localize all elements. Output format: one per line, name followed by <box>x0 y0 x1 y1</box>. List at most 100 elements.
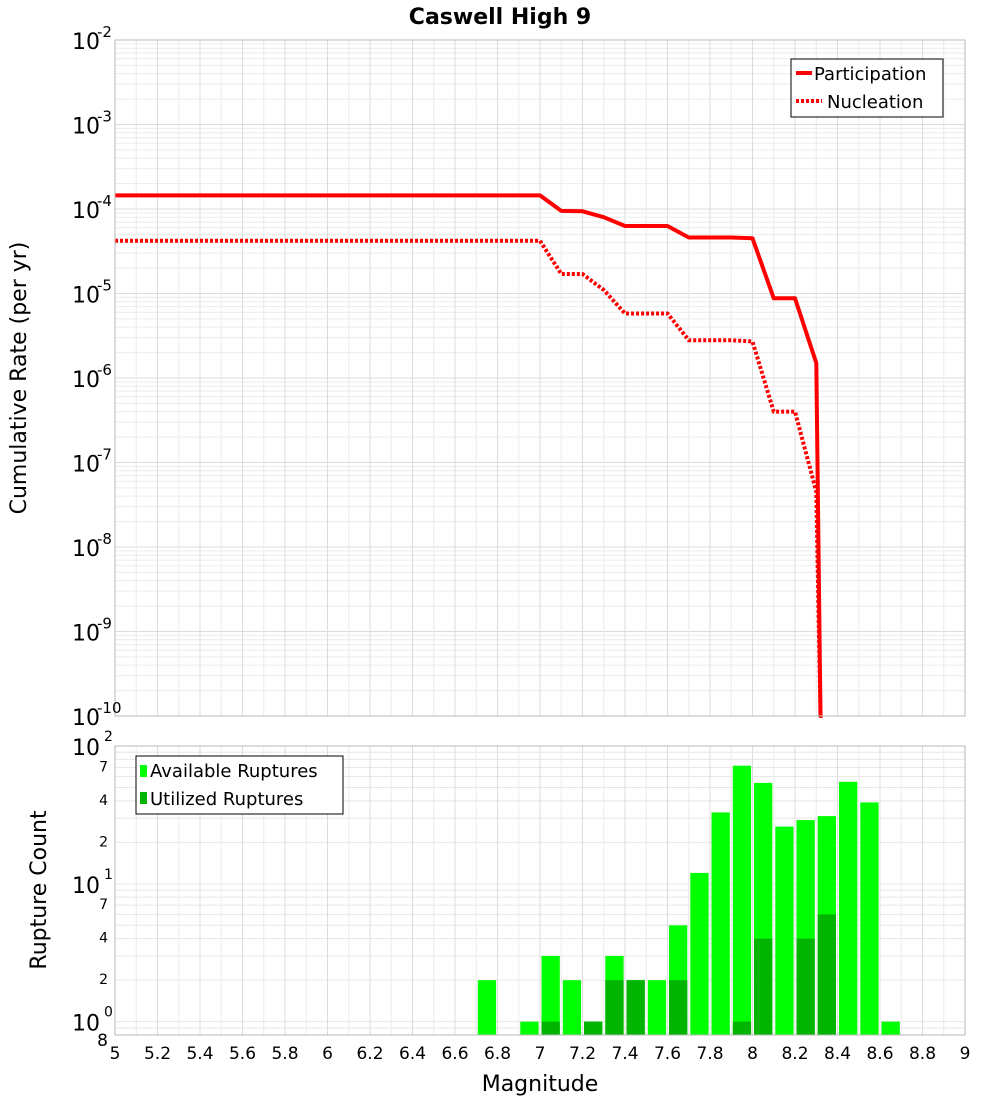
top-series <box>115 193 823 718</box>
x-tick-label: 8.8 <box>909 1044 936 1064</box>
bottom-legend: Available Ruptures Utilized Ruptures <box>135 755 344 815</box>
top-y-tick-label: 10-6 <box>72 361 112 393</box>
bar-available-ruptures <box>839 781 858 1035</box>
x-tick-label: 6 <box>322 1044 333 1064</box>
y-tick-exponent: -8 <box>97 530 112 548</box>
y-tick-base: 10 <box>72 115 100 140</box>
y-tick-base: 10 <box>72 736 100 761</box>
x-tick-label: 8 <box>747 1044 758 1064</box>
x-tick-label: 8.6 <box>866 1044 893 1064</box>
series-line-nucleation <box>115 238 823 718</box>
y-tick-base: 10 <box>72 537 100 562</box>
x-tick-label: 7.6 <box>654 1044 681 1064</box>
y-tick-base: 10 <box>72 453 100 478</box>
bottom-legend-box <box>135 755 344 815</box>
legend-utilized-label: Utilized Ruptures <box>150 789 303 810</box>
legend-available-label: Available Ruptures <box>150 761 318 782</box>
x-tick-label: 5.6 <box>229 1044 256 1064</box>
x-tick-label: 6.4 <box>399 1044 426 1064</box>
x-tick-label: 7.8 <box>696 1044 723 1064</box>
bar-utilized-ruptures <box>626 980 645 1035</box>
bar-utilized-ruptures <box>796 938 815 1035</box>
top-grid <box>114 40 966 717</box>
y-tick-exponent: 2 <box>104 729 113 745</box>
bottom-y-minor-tick: 7 <box>99 759 108 775</box>
bottom-y-tick-label: 10 0 <box>72 1005 113 1037</box>
x-tick-label: 7 <box>535 1044 546 1064</box>
top-plot-frame <box>114 39 966 717</box>
x-tick-label: 8.2 <box>781 1044 808 1064</box>
series-line-participation <box>115 193 823 718</box>
x-tick-label: 9 <box>960 1044 971 1064</box>
y-tick-exponent: -4 <box>97 192 112 210</box>
bar-available-ruptures <box>881 1021 900 1035</box>
bar-utilized-ruptures <box>584 1021 603 1035</box>
top-y-tick-label: 10-9 <box>72 615 112 647</box>
y-tick-base: 10 <box>72 368 100 393</box>
x-ticks: 5 5.2 5.4 5.6 5.8 6 6.2 6.4 6.6 6.8 7 7.2 7.4 7.6 7.8 8… <box>110 1044 971 1064</box>
x-tick-label: 5.8 <box>271 1044 298 1064</box>
x-tick-label: 6.6 <box>441 1044 468 1064</box>
bottom-y-minor-tick: 8 <box>97 1031 108 1051</box>
bottom-plot-frame <box>114 745 966 1036</box>
bottom-y-minor-tick: 2 <box>99 972 108 988</box>
bar-available-ruptures <box>860 802 879 1035</box>
bar-available-ruptures <box>775 826 794 1035</box>
top-y-ticks: 10-210-310-410-510-610-710-810-910-10 <box>72 23 122 731</box>
top-y-tick-label: 10-4 <box>72 192 112 224</box>
x-axis-label: Magnitude <box>482 1072 599 1097</box>
bottom-y-minor-tick: 2 <box>99 834 108 850</box>
y-tick-exponent: -5 <box>97 277 112 295</box>
top-y-tick-label: 10-5 <box>72 277 112 309</box>
y-tick-base: 10 <box>72 622 100 647</box>
x-tick-label: 6.2 <box>356 1044 383 1064</box>
y-tick-exponent: -3 <box>97 108 112 126</box>
legend-utilized-swatch <box>140 792 147 804</box>
x-tick-label: 7.2 <box>569 1044 596 1064</box>
y-tick-base: 10 <box>72 1012 100 1037</box>
top-y-tick-label: 10-3 <box>72 108 112 140</box>
top-legend: Participation Nucleation <box>790 58 944 118</box>
x-tick-label: 7.4 <box>611 1044 638 1064</box>
bottom-y-tick-label: 10 1 <box>72 867 113 899</box>
bar-available-ruptures <box>647 980 667 1035</box>
y-tick-base: 10 <box>72 284 100 309</box>
top-y-tick-label: 10-8 <box>72 530 112 562</box>
y-tick-base: 10 <box>72 30 100 55</box>
bar-available-ruptures <box>520 1021 539 1035</box>
bar-utilized-ruptures <box>754 938 773 1035</box>
bar-utilized-ruptures <box>605 980 624 1035</box>
bottom-y-minor-tick: 7 <box>99 897 108 913</box>
bottom-y-tick-label: 10 2 <box>72 729 113 761</box>
bar-available-ruptures <box>541 955 560 1035</box>
y-tick-exponent: 0 <box>104 1005 113 1021</box>
top-y-tick-label: 10-7 <box>72 446 112 478</box>
bar-utilized-ruptures <box>732 1021 752 1035</box>
y-tick-exponent: -7 <box>97 446 112 464</box>
bar-available-ruptures <box>562 980 582 1035</box>
top-legend-box <box>790 58 944 118</box>
y-tick-base: 10 <box>72 706 100 731</box>
y-tick-exponent: -9 <box>97 615 112 633</box>
legend-nucleation-label: Nucleation <box>827 92 923 113</box>
legend-participation-label: Participation <box>814 64 926 85</box>
bottom-bars <box>477 765 900 1035</box>
x-tick-label: 5.2 <box>144 1044 171 1064</box>
y-tick-exponent: -6 <box>97 361 112 379</box>
x-tick-label: 5 <box>110 1044 121 1064</box>
bottom-y-minor-tick: 4 <box>99 793 108 809</box>
x-tick-label: 5.4 <box>186 1044 213 1064</box>
bar-utilized-ruptures <box>669 980 688 1035</box>
y-tick-base: 10 <box>72 199 100 224</box>
bar-available-ruptures <box>711 812 730 1035</box>
bar-available-ruptures <box>690 872 709 1035</box>
bar-utilized-ruptures <box>817 914 836 1035</box>
x-tick-label: 6.8 <box>484 1044 511 1064</box>
legend-available-swatch <box>140 765 147 777</box>
top-y-tick-label: 10-10 <box>72 699 122 731</box>
bar-available-ruptures <box>732 765 752 1035</box>
y-tick-base: 10 <box>72 874 100 899</box>
bottom-y-minor-tick: 4 <box>99 931 108 947</box>
